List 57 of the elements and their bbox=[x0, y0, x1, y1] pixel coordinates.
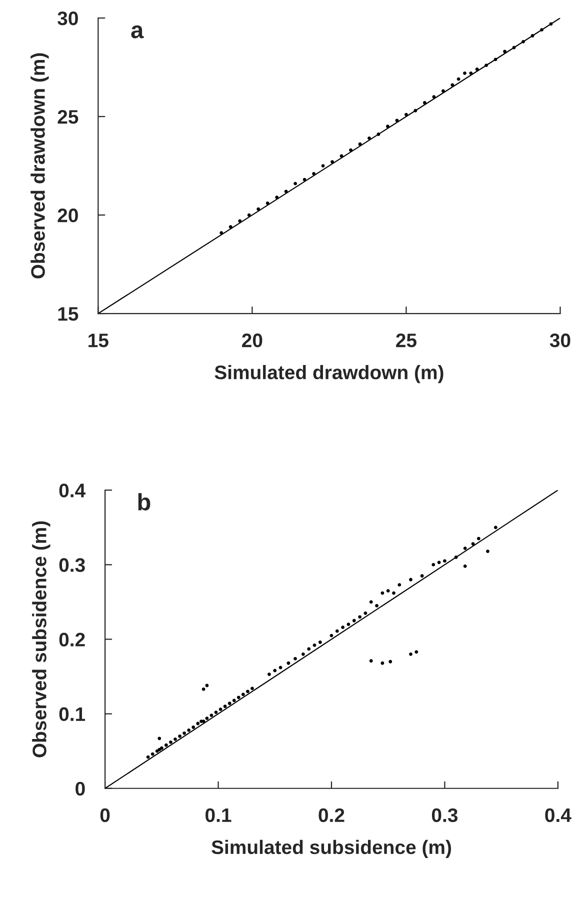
x-tick-label: 15 bbox=[88, 334, 108, 348]
point bbox=[349, 148, 352, 152]
y-tick-label: 30 bbox=[58, 11, 78, 26]
point bbox=[441, 89, 445, 93]
point bbox=[321, 164, 325, 168]
chart-title: b bbox=[138, 493, 150, 510]
point bbox=[540, 28, 544, 32]
point bbox=[376, 132, 380, 136]
y-tick-label: 0.4 bbox=[59, 484, 86, 498]
point bbox=[294, 182, 298, 186]
point bbox=[228, 225, 232, 229]
y-tick-label: 0 bbox=[76, 782, 85, 796]
point bbox=[302, 178, 306, 182]
x-tick-label: 25 bbox=[396, 334, 416, 348]
x-tick-label: 0 bbox=[100, 808, 110, 822]
point bbox=[475, 68, 479, 71]
point bbox=[312, 172, 316, 176]
y-axis-title: Observed subsidence (m) bbox=[32, 521, 50, 758]
x-tick-label: 20 bbox=[242, 334, 262, 348]
x-tick-label: 30 bbox=[550, 334, 570, 348]
point bbox=[494, 58, 498, 62]
x-tick-label: 0.4 bbox=[545, 808, 572, 822]
point bbox=[386, 124, 390, 128]
x-axis-title: Simulated drawdown (m) bbox=[214, 365, 444, 384]
y-tick-label: 0.1 bbox=[59, 707, 86, 722]
point bbox=[414, 108, 418, 112]
point bbox=[330, 160, 334, 164]
y-tick-label: 20 bbox=[58, 208, 78, 222]
x-tick-label: 0.1 bbox=[206, 808, 232, 822]
point bbox=[220, 231, 224, 234]
point bbox=[238, 219, 242, 223]
point bbox=[503, 50, 506, 54]
point bbox=[484, 64, 488, 68]
point bbox=[256, 207, 260, 211]
point bbox=[247, 213, 251, 217]
chart-title: a bbox=[131, 25, 144, 38]
point bbox=[432, 95, 436, 99]
point bbox=[275, 196, 279, 200]
point bbox=[266, 202, 270, 205]
y-tick-label: 15 bbox=[58, 307, 78, 321]
point bbox=[368, 136, 371, 140]
point bbox=[463, 71, 466, 75]
point bbox=[404, 112, 408, 116]
point bbox=[469, 71, 473, 75]
point bbox=[522, 40, 525, 44]
point bbox=[422, 101, 426, 104]
point bbox=[530, 34, 534, 38]
x-tick-label: 0.2 bbox=[318, 808, 344, 822]
point bbox=[358, 142, 362, 146]
y-tick-label: 0.3 bbox=[59, 558, 85, 572]
y-axis-title: Observed drawdown (m) bbox=[30, 53, 49, 278]
point bbox=[456, 77, 460, 81]
x-axis-title: Simulated subsidence (m) bbox=[212, 840, 451, 858]
y-tick-label: 0.2 bbox=[59, 632, 85, 646]
y-tick-label: 25 bbox=[58, 110, 78, 124]
x-tick-label: 0.3 bbox=[432, 808, 458, 822]
point bbox=[284, 190, 288, 194]
